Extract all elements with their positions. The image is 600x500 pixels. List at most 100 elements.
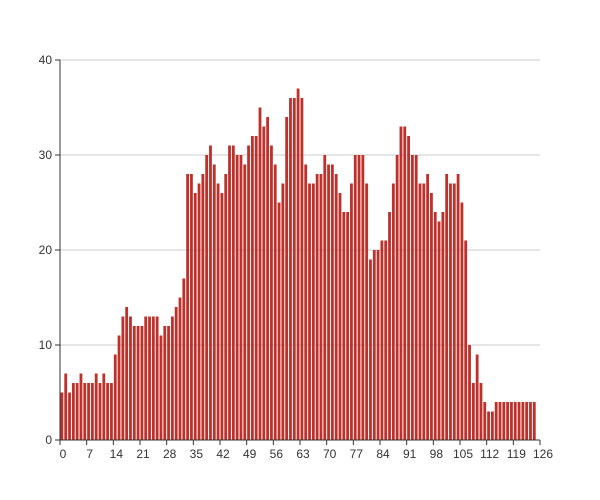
bar (414, 155, 418, 440)
bar (60, 392, 64, 440)
bar (270, 145, 273, 440)
bar (403, 126, 407, 440)
bar (224, 174, 228, 440)
bar (468, 345, 471, 440)
bar (102, 373, 106, 440)
bar (388, 212, 391, 440)
bar (513, 402, 517, 440)
bar (250, 136, 254, 440)
bar (410, 155, 414, 440)
x-tick-label: 63 (296, 447, 310, 461)
bar (350, 183, 353, 440)
bar (372, 250, 376, 440)
bar (300, 98, 304, 440)
bar (407, 136, 410, 440)
y-tick-label: 20 (39, 243, 53, 257)
x-tick-label: 14 (110, 447, 124, 461)
bar (471, 383, 475, 440)
bar (315, 174, 319, 440)
bar (79, 373, 83, 440)
bar (391, 183, 395, 440)
axes (55, 59, 541, 445)
bar (110, 383, 113, 440)
bar (441, 212, 445, 440)
bar (254, 136, 258, 440)
x-tick-label: 49 (243, 447, 257, 461)
bar (228, 145, 231, 440)
bar (75, 383, 79, 440)
bar (247, 145, 250, 440)
bar (529, 402, 532, 440)
bar (479, 383, 483, 440)
bar (334, 174, 338, 440)
x-tick-label: 112 (480, 447, 499, 461)
bar (235, 155, 239, 440)
bar (285, 117, 289, 440)
bar (395, 155, 399, 440)
bar (193, 193, 197, 440)
x-tick-label: 119 (507, 447, 526, 461)
bar (510, 402, 513, 440)
bar (155, 316, 159, 440)
bar (64, 373, 68, 440)
bar (197, 183, 201, 440)
bar (243, 164, 247, 440)
bar (464, 240, 468, 440)
bar (178, 297, 182, 440)
bar (327, 164, 330, 440)
bar (170, 316, 174, 440)
y-tick-label: 40 (39, 53, 53, 67)
bar (113, 354, 117, 440)
bar (220, 193, 224, 440)
bar (475, 354, 479, 440)
bar (445, 174, 449, 440)
bar (369, 259, 372, 440)
x-tick-label: 98 (430, 447, 444, 461)
bar (525, 402, 529, 440)
bar (506, 402, 510, 440)
x-tick-label: 35 (190, 447, 204, 461)
x-tick-label: 70 (323, 447, 337, 461)
bar (304, 164, 308, 440)
bar (483, 402, 487, 440)
bar (292, 98, 296, 440)
bar (148, 316, 151, 440)
gridlines (60, 59, 540, 346)
x-tick-label: 77 (350, 447, 364, 461)
x-tick-label: 84 (376, 447, 390, 461)
bar (422, 183, 426, 440)
bar (433, 212, 437, 440)
bar (380, 240, 384, 440)
bar (449, 183, 452, 440)
y-tick-label: 0 (45, 433, 52, 447)
bar (239, 155, 243, 440)
bar (399, 126, 403, 440)
bar (106, 383, 110, 440)
bar (140, 326, 144, 440)
bar (209, 145, 212, 440)
x-tick-label: 126 (533, 447, 553, 461)
bar (311, 183, 315, 440)
bar (289, 98, 292, 440)
bar (186, 174, 190, 440)
bar (121, 316, 125, 440)
bar (418, 183, 422, 440)
bar (231, 145, 235, 440)
bar (308, 183, 311, 440)
bar (342, 212, 346, 440)
bar (190, 174, 193, 440)
bar (330, 164, 334, 440)
bar (460, 202, 464, 440)
bar (129, 316, 132, 440)
bar (521, 402, 525, 440)
bar (167, 326, 170, 440)
bar (201, 174, 205, 440)
bar (174, 307, 178, 440)
bar (132, 326, 136, 440)
x-tick-label: 56 (270, 447, 284, 461)
bar (346, 212, 350, 440)
bar (266, 117, 270, 440)
bar (456, 174, 460, 440)
